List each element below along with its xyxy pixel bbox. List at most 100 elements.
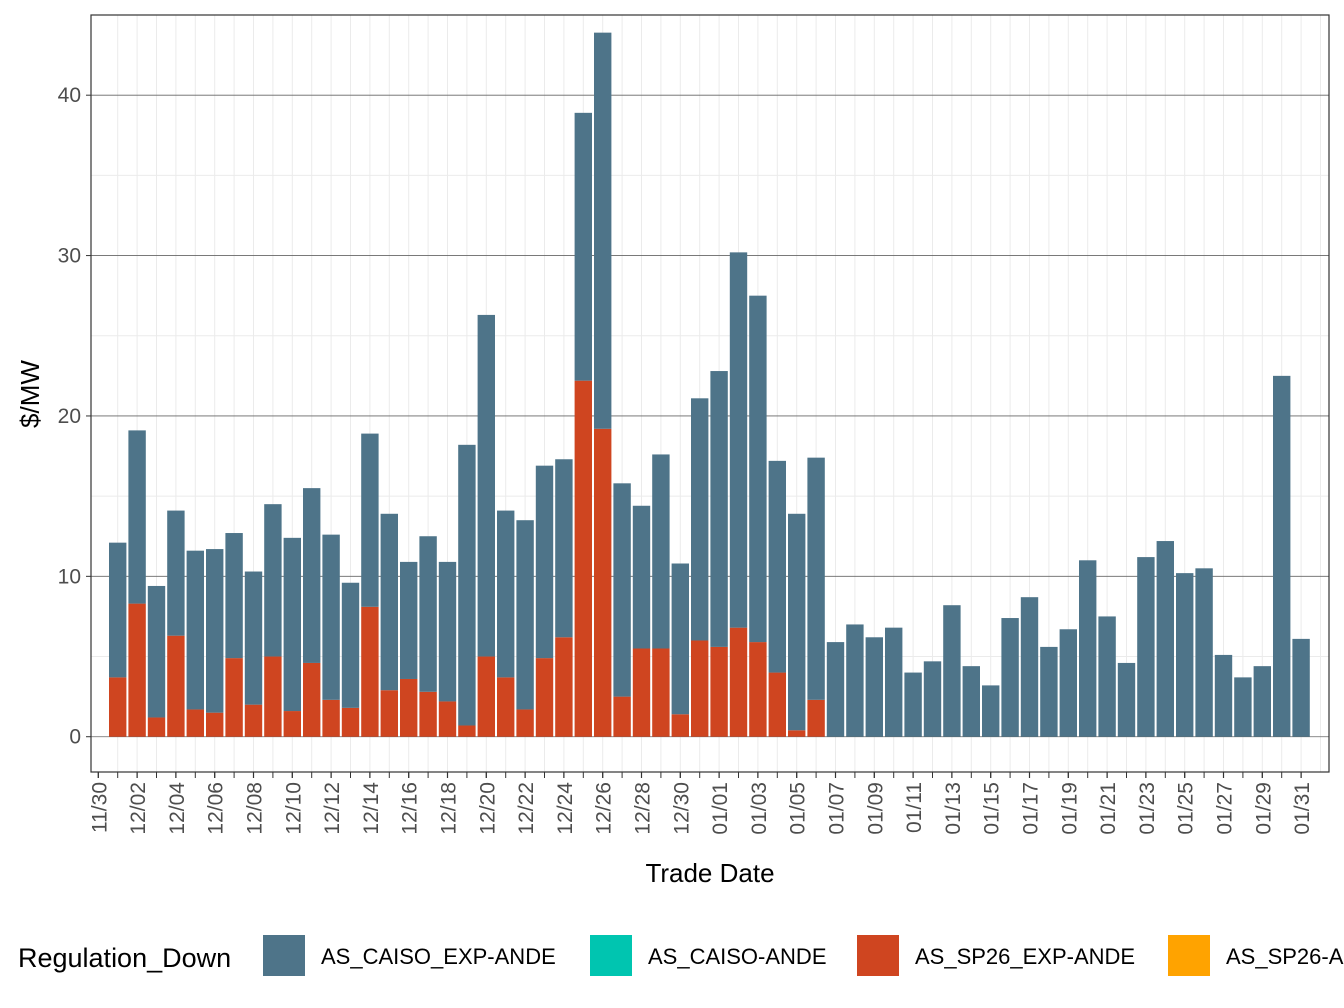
bar-as_sp26_exp-ande: [788, 730, 806, 737]
bar-as_sp26_exp-ande: [613, 696, 631, 737]
bar-as_caiso_exp-ande: [962, 666, 980, 737]
x-tick-label: 01/25: [1175, 782, 1198, 835]
bar-as_sp26_exp-ande: [749, 642, 767, 737]
bar-as_caiso_exp-ande: [1253, 666, 1271, 737]
bar-as_sp26_exp-ande: [555, 637, 573, 737]
bar-as_caiso_exp-ande: [555, 459, 573, 638]
bar-as_caiso_exp-ande: [710, 371, 728, 647]
bar-as_sp26_exp-ande: [380, 690, 398, 737]
bar-as_caiso_exp-ande: [147, 585, 166, 718]
x-tick-label: 01/13: [942, 782, 965, 835]
bar-as_sp26_exp-ande: [167, 635, 185, 737]
bar-as_caiso_exp-ande: [1176, 573, 1194, 737]
bar-as_sp26_exp-ande: [768, 672, 786, 737]
x-tick-label: 11/30: [88, 782, 111, 833]
y-tick-label: 20: [58, 405, 81, 428]
panel-border: [90, 14, 1330, 773]
bar-as_caiso_exp-ande: [1137, 557, 1155, 737]
y-tick-label: 10: [58, 565, 81, 588]
bar-as_caiso_exp-ande: [477, 314, 495, 657]
legend-key: [263, 935, 305, 976]
legend-label: AS_CAISO_EXP-ANDE: [321, 944, 556, 969]
x-tick-label: 12/28: [632, 782, 655, 835]
legend-key: [857, 935, 899, 976]
x-tick-label: 01/23: [1136, 782, 1159, 835]
bar-as_sp26_exp-ande: [671, 714, 689, 737]
x-tick-label: 12/04: [166, 782, 189, 835]
x-tick-label: 01/21: [1097, 782, 1120, 835]
x-tick-label: 12/26: [593, 782, 616, 835]
bar-as_sp26_exp-ande: [400, 678, 418, 737]
bar-as_caiso_exp-ande: [1117, 662, 1136, 737]
bar-as_caiso_exp-ande: [225, 533, 243, 659]
y-axis-title: $/MW: [15, 360, 45, 428]
x-tick-label: 12/18: [438, 782, 461, 835]
x-tick-label: 01/07: [826, 782, 849, 835]
x-axis: 11/30 12/02 12/04 12/06 12/08 12/10 12/12 12/14…: [88, 772, 1314, 835]
bar-as_sp26_exp-ande: [264, 656, 282, 737]
x-tick-label: 12/06: [205, 782, 228, 835]
bar-as_sp26_exp-ande: [729, 627, 748, 737]
bar-as_caiso_exp-ande: [904, 672, 922, 737]
bar-as_caiso_exp-ande: [1195, 568, 1213, 737]
bar-as_caiso_exp-ande: [691, 398, 709, 641]
legend-label: AS_SP26_EXP-ANDE: [915, 944, 1135, 969]
bar-as_caiso_exp-ande: [652, 454, 670, 649]
bar-as_caiso_exp-ande: [438, 561, 457, 702]
bar-as_caiso_exp-ande: [419, 536, 437, 692]
bar-as_sp26_exp-ande: [594, 428, 612, 737]
x-tick-label: 12/10: [282, 782, 305, 835]
bar-as_sp26_exp-ande: [807, 699, 825, 737]
bar-as_caiso_exp-ande: [671, 563, 689, 715]
bar-as_caiso_exp-ande: [885, 627, 903, 737]
bar-as_sp26_exp-ande: [535, 658, 554, 737]
x-tick-label: 12/20: [476, 782, 499, 835]
bar-as_sp26_exp-ande: [652, 648, 670, 737]
bar-as_sp26_exp-ande: [147, 717, 166, 737]
bar-as_caiso_exp-ande: [729, 252, 748, 628]
bar-as_caiso_exp-ande: [206, 549, 224, 713]
bar-as_caiso_exp-ande: [574, 112, 592, 381]
x-axis-title: Trade Date: [645, 858, 774, 888]
bar-as_caiso_exp-ande: [497, 510, 515, 678]
bar-as_caiso_exp-ande: [1234, 677, 1252, 737]
bar-as_sp26_exp-ande: [361, 606, 379, 737]
bar-as_sp26_exp-ande: [419, 691, 437, 737]
bar-as_caiso_exp-ande: [322, 534, 340, 700]
bar-as_caiso_exp-ande: [516, 520, 534, 710]
bar-as_caiso_exp-ande: [186, 550, 204, 710]
bar-as_caiso_exp-ande: [749, 295, 767, 643]
legend-label: AS_CAISO-ANDE: [648, 944, 827, 969]
bar-as_caiso_exp-ande: [361, 433, 379, 607]
x-tick-label: 12/24: [554, 782, 577, 835]
bar-as_caiso_exp-ande: [613, 483, 631, 697]
bar-as_sp26_exp-ande: [477, 656, 495, 737]
x-tick-label: 01/05: [787, 782, 810, 835]
bar-as_caiso_exp-ande: [943, 605, 961, 737]
bar-as_sp26_exp-ande: [109, 677, 127, 737]
bar-as_sp26_exp-ande: [438, 701, 457, 737]
bar-as_caiso_exp-ande: [826, 642, 845, 737]
bar-as_sp26_exp-ande: [244, 704, 263, 737]
x-tick-label: 12/08: [244, 782, 267, 835]
bar-as_caiso_exp-ande: [1079, 560, 1097, 737]
y-tick-label: 30: [58, 245, 81, 268]
bar-as_sp26_exp-ande: [710, 646, 728, 737]
bar-as_sp26_exp-ande: [458, 725, 476, 737]
legend-key: [590, 935, 632, 976]
bar-as_caiso_exp-ande: [594, 32, 612, 429]
x-tick-label: 01/15: [981, 782, 1004, 835]
bar-as_sp26_exp-ande: [225, 658, 243, 737]
bar-as_caiso_exp-ande: [846, 624, 864, 737]
bar-as_caiso_exp-ande: [807, 457, 825, 700]
bar-as_sp26_exp-ande: [632, 648, 651, 737]
bar-as_caiso_exp-ande: [341, 582, 360, 708]
bar-as_caiso_exp-ande: [400, 561, 418, 679]
bar-as_sp26_exp-ande: [322, 699, 340, 737]
bars: [109, 32, 1310, 737]
legend-label: AS_SP26-A: [1226, 944, 1344, 969]
bar-as_caiso_exp-ande: [865, 637, 883, 737]
x-tick-label: 01/03: [748, 782, 771, 835]
x-tick-label: 01/29: [1252, 782, 1275, 835]
